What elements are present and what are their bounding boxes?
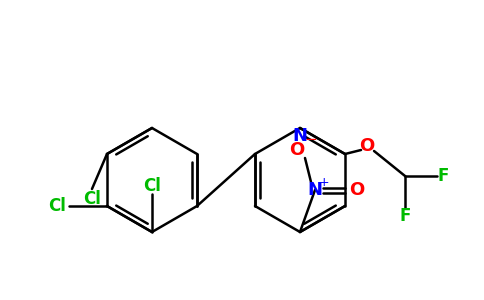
Text: Cl: Cl: [143, 177, 161, 195]
Text: N: N: [307, 181, 322, 199]
Text: O: O: [349, 181, 364, 199]
Text: O: O: [360, 137, 375, 155]
Text: +: +: [318, 176, 329, 188]
Text: F: F: [438, 167, 449, 185]
Text: Cl: Cl: [48, 197, 66, 215]
Text: O: O: [289, 141, 304, 159]
Text: Cl: Cl: [83, 190, 101, 208]
Text: −: −: [304, 133, 318, 148]
Text: N: N: [292, 127, 307, 145]
Text: F: F: [399, 207, 411, 225]
